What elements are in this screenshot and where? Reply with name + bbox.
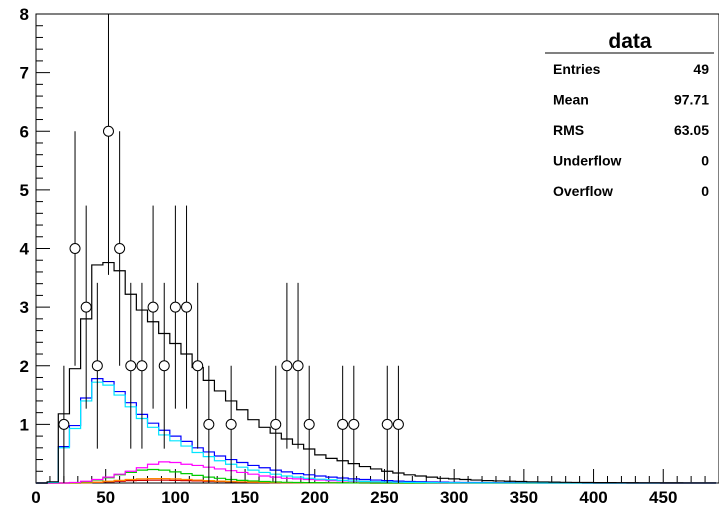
data-point xyxy=(102,125,114,137)
y-axis: 1 2 3 4 5 6 7 8 xyxy=(20,5,50,472)
x-tick-label: 300 xyxy=(440,488,468,507)
stats-row-value: 49 xyxy=(693,61,709,77)
data-point xyxy=(114,243,126,254)
data-point xyxy=(91,360,103,372)
stats-rows: Entries 49 Mean 97.71 RMS 63.05 Underflow 0 Over… xyxy=(553,61,709,199)
data-point xyxy=(69,243,81,254)
x-tick-label: 0 xyxy=(31,488,40,507)
histogram-series xyxy=(36,261,717,484)
stats-row-value: 0 xyxy=(701,183,709,199)
stats-box: data Entries 49 Mean 97.71 RMS 63.05 Underflow… xyxy=(544,29,715,209)
x-tick-label: 150 xyxy=(231,488,259,507)
data-point xyxy=(337,418,349,430)
x-tick-label: 350 xyxy=(510,488,538,507)
y-tick-label: 5 xyxy=(20,181,29,200)
x-tick-label: 250 xyxy=(370,488,398,507)
data-point xyxy=(270,418,282,430)
data-point xyxy=(225,418,237,430)
data-point xyxy=(58,418,70,430)
stats-row-label: Mean xyxy=(553,92,589,108)
data-point xyxy=(192,360,204,372)
data-point xyxy=(80,301,92,313)
y-tick-label: 2 xyxy=(20,357,29,376)
stats-row-value: 0 xyxy=(701,153,709,169)
data-point xyxy=(169,301,181,313)
stats-row-label: RMS xyxy=(553,122,584,138)
y-tick-label: 1 xyxy=(20,415,29,434)
histogram-series xyxy=(36,468,717,484)
x-tick-label: 50 xyxy=(96,488,115,507)
stats-row-value: 63.05 xyxy=(674,122,709,138)
data-point xyxy=(348,418,360,430)
stats-row-value: 97.71 xyxy=(674,92,709,108)
stats-box-title: data xyxy=(608,30,652,53)
data-point xyxy=(303,418,315,430)
histogram-series xyxy=(36,381,717,484)
x-tick-label: 450 xyxy=(649,488,677,507)
stats-box-background xyxy=(544,29,715,209)
data-point xyxy=(125,360,137,372)
data-points xyxy=(58,14,404,483)
data-point xyxy=(136,360,148,372)
data-point xyxy=(281,360,293,372)
data-point xyxy=(203,418,215,430)
stats-row-label: Entries xyxy=(553,61,601,77)
x-tick-label: 200 xyxy=(301,488,329,507)
y-tick-label: 4 xyxy=(20,240,30,259)
x-axis: 0 50 100 150 200 250 300 350 400 450 xyxy=(31,469,719,507)
data-point xyxy=(381,418,393,430)
data-point xyxy=(292,360,304,372)
series-layer xyxy=(36,261,717,484)
data-point xyxy=(147,301,159,313)
y-tick-label: 6 xyxy=(20,122,29,141)
stats-row-label: Underflow xyxy=(553,153,622,169)
data-point xyxy=(392,418,404,430)
x-tick-label: 100 xyxy=(161,488,189,507)
data-point xyxy=(158,360,170,372)
data-point xyxy=(181,301,193,313)
stats-row-label: Overflow xyxy=(553,183,613,199)
y-tick-label: 8 xyxy=(20,5,29,24)
x-tick-label: 400 xyxy=(579,488,607,507)
y-tick-label: 7 xyxy=(20,64,29,83)
y-tick-label: 3 xyxy=(20,298,29,317)
